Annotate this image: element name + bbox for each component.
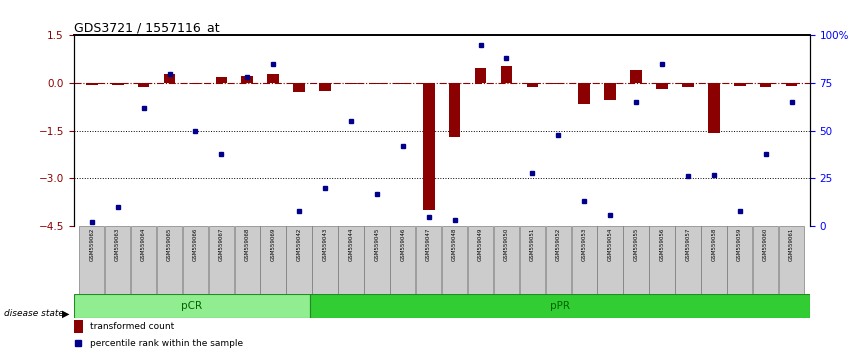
Text: GSM559069: GSM559069: [271, 228, 275, 262]
Bar: [320, 83, 331, 91]
Bar: [74, 294, 310, 318]
Bar: [475, 68, 487, 83]
Text: GSM559059: GSM559059: [737, 228, 742, 262]
Bar: [604, 83, 616, 99]
Text: GSM559063: GSM559063: [115, 228, 120, 262]
Text: pPR: pPR: [550, 301, 570, 311]
FancyBboxPatch shape: [624, 226, 649, 294]
Bar: [449, 83, 461, 137]
FancyBboxPatch shape: [157, 226, 182, 294]
Text: GSM559065: GSM559065: [167, 228, 172, 262]
FancyBboxPatch shape: [79, 226, 105, 294]
Text: GDS3721 / 1557116_at: GDS3721 / 1557116_at: [74, 21, 219, 34]
Bar: [682, 83, 694, 87]
Text: GSM559050: GSM559050: [504, 228, 509, 262]
Bar: [656, 83, 668, 89]
Text: GSM559055: GSM559055: [634, 228, 638, 262]
Bar: [294, 83, 305, 92]
FancyBboxPatch shape: [442, 226, 468, 294]
FancyBboxPatch shape: [650, 226, 675, 294]
FancyBboxPatch shape: [105, 226, 131, 294]
Text: disease state: disease state: [4, 309, 64, 318]
Text: GSM559056: GSM559056: [660, 228, 664, 262]
FancyBboxPatch shape: [598, 226, 623, 294]
Bar: [708, 83, 720, 133]
Text: GSM559044: GSM559044: [348, 228, 353, 262]
FancyBboxPatch shape: [183, 226, 208, 294]
Bar: [346, 83, 357, 84]
Bar: [578, 83, 590, 104]
Bar: [268, 74, 279, 83]
FancyBboxPatch shape: [365, 226, 390, 294]
Text: GSM559049: GSM559049: [478, 228, 483, 262]
Bar: [759, 83, 772, 87]
Bar: [553, 83, 564, 84]
FancyBboxPatch shape: [675, 226, 701, 294]
Bar: [216, 77, 227, 83]
Bar: [74, 320, 83, 333]
Text: GSM559043: GSM559043: [322, 228, 327, 262]
FancyBboxPatch shape: [753, 226, 779, 294]
FancyBboxPatch shape: [235, 226, 260, 294]
FancyBboxPatch shape: [313, 226, 338, 294]
Bar: [190, 83, 201, 84]
Text: GSM559062: GSM559062: [89, 228, 94, 262]
Text: transformed count: transformed count: [90, 322, 174, 331]
Bar: [785, 83, 798, 86]
Text: GSM559058: GSM559058: [711, 228, 716, 262]
FancyBboxPatch shape: [572, 226, 597, 294]
Text: GSM559045: GSM559045: [374, 228, 379, 262]
FancyBboxPatch shape: [390, 226, 416, 294]
FancyBboxPatch shape: [287, 226, 312, 294]
FancyBboxPatch shape: [416, 226, 442, 294]
Bar: [112, 83, 124, 85]
Text: GSM559046: GSM559046: [400, 228, 405, 262]
Bar: [423, 83, 435, 210]
Bar: [371, 83, 383, 84]
Bar: [501, 65, 513, 83]
Bar: [138, 83, 150, 87]
Bar: [630, 70, 642, 83]
FancyBboxPatch shape: [520, 226, 545, 294]
Bar: [86, 83, 98, 85]
Text: GSM559060: GSM559060: [763, 228, 768, 262]
Text: GSM559048: GSM559048: [452, 228, 457, 262]
Text: GSM559064: GSM559064: [141, 228, 146, 262]
FancyBboxPatch shape: [339, 226, 364, 294]
Text: pCR: pCR: [181, 301, 203, 311]
Bar: [527, 83, 538, 87]
Text: GSM559057: GSM559057: [685, 228, 690, 262]
Bar: [734, 83, 746, 86]
Text: GSM559068: GSM559068: [245, 228, 249, 262]
FancyBboxPatch shape: [701, 226, 727, 294]
Text: GSM559052: GSM559052: [556, 228, 561, 262]
FancyBboxPatch shape: [261, 226, 286, 294]
FancyBboxPatch shape: [131, 226, 156, 294]
Bar: [310, 294, 810, 318]
FancyBboxPatch shape: [727, 226, 753, 294]
Text: GSM559066: GSM559066: [193, 228, 198, 262]
Text: GSM559042: GSM559042: [297, 228, 301, 262]
FancyBboxPatch shape: [494, 226, 519, 294]
Text: GSM559053: GSM559053: [582, 228, 586, 262]
Text: GSM559047: GSM559047: [426, 228, 431, 262]
Bar: [164, 74, 175, 83]
Text: GSM559067: GSM559067: [219, 228, 223, 262]
Bar: [397, 83, 409, 84]
Text: ▶: ▶: [62, 308, 70, 318]
Text: GSM559054: GSM559054: [608, 228, 612, 262]
FancyBboxPatch shape: [468, 226, 494, 294]
Text: percentile rank within the sample: percentile rank within the sample: [90, 339, 243, 348]
FancyBboxPatch shape: [209, 226, 234, 294]
Bar: [242, 76, 253, 83]
Text: GSM559051: GSM559051: [530, 228, 535, 262]
FancyBboxPatch shape: [546, 226, 571, 294]
Text: GSM559061: GSM559061: [789, 228, 794, 262]
FancyBboxPatch shape: [779, 226, 805, 294]
